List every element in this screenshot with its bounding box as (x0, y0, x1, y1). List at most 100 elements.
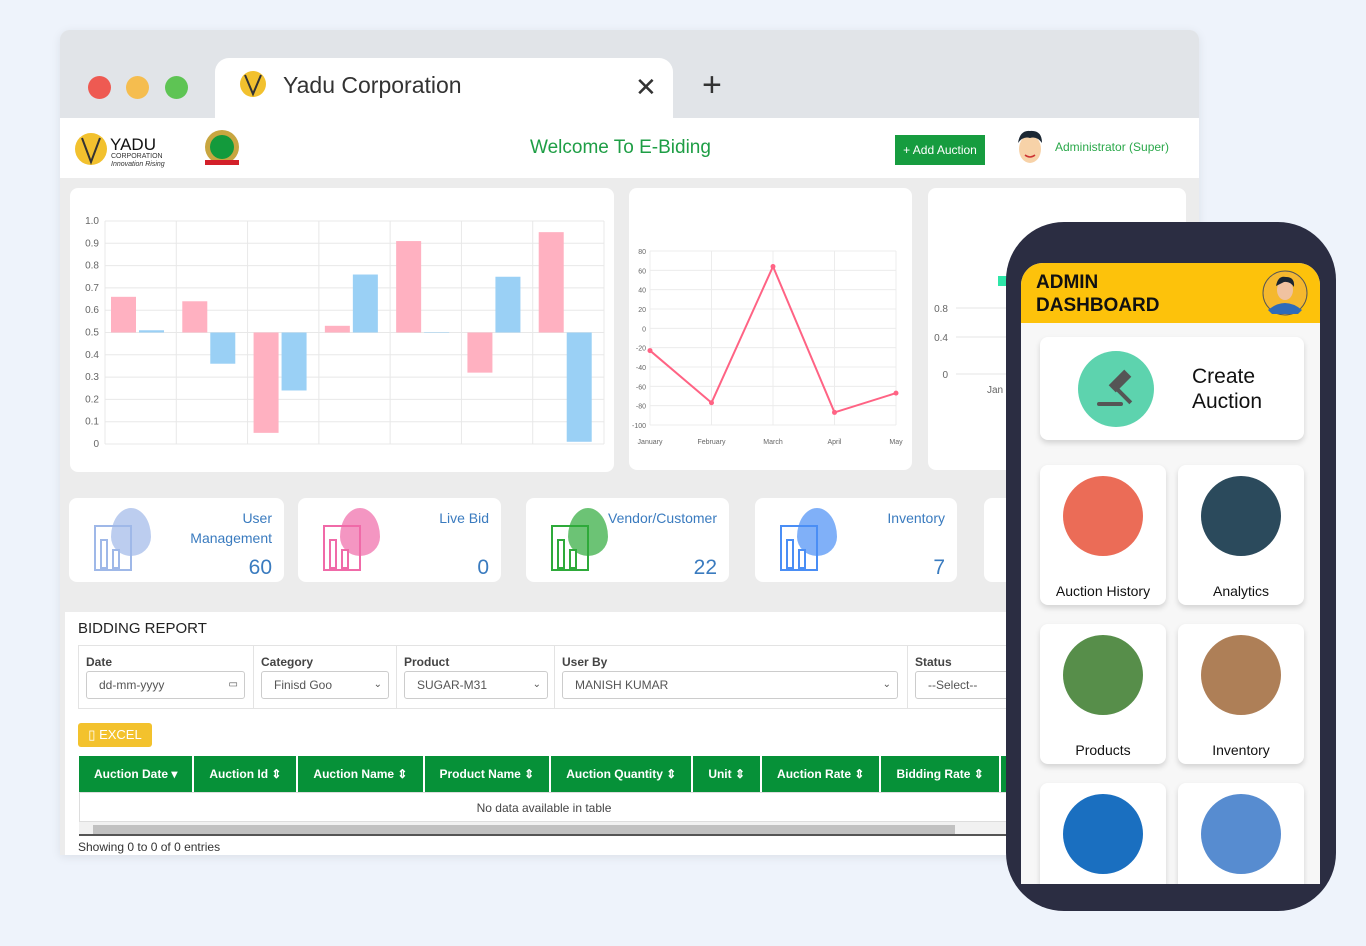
add-auction-button[interactable]: + Add Auction (895, 135, 985, 165)
tile-inventory[interactable]: Inventory (1178, 624, 1304, 764)
column-header[interactable]: Unit ⇕ (693, 756, 763, 792)
close-tab-icon[interactable]: ✕ (635, 72, 657, 102)
excel-export-button[interactable]: ▯ EXCEL (78, 723, 152, 747)
tile-3-icon (1201, 635, 1281, 715)
filter-label: User By (562, 655, 608, 669)
stat-card-inventory-network[interactable]: Inventory 7 (755, 498, 957, 582)
bar (352, 274, 378, 333)
bar (210, 332, 236, 364)
svg-text:YADU: YADU (110, 135, 156, 154)
phone-mockup: ADMIN DASHBOARD Create Auction Auction H… (1006, 222, 1336, 911)
category-select[interactable]: Finisd Goo ⌄ (261, 671, 389, 699)
tile-label: Inventory (1212, 742, 1270, 758)
column-header[interactable]: Auction Quantity ⇕ (551, 756, 694, 792)
tile-label: Products (1075, 742, 1131, 758)
y-tick-label: 20 (638, 307, 646, 314)
date-placeholder: dd-mm-yyyy (99, 678, 165, 692)
column-header[interactable]: Auction Id ⇕ (194, 756, 299, 792)
x-tick-label: May (889, 439, 903, 446)
yadu-logo[interactable]: YADU CORPORATION Innovation Rising (74, 130, 186, 168)
y-tick-label: 0.3 (85, 372, 99, 383)
line-chart: -100 -80 -60 -40 -20 0 20 40 60 80 January February… (632, 249, 903, 446)
status-filter: Status --Select-- (908, 646, 1025, 708)
legend-swatch (998, 276, 1008, 286)
vendor-stall-icon (551, 525, 589, 571)
category-filter: Category Finisd Goo ⌄ (254, 646, 397, 708)
y-tick-label: 0.8 (85, 261, 99, 272)
phone-screen: ADMIN DASHBOARD Create Auction Auction H… (1021, 263, 1320, 884)
stat-value: 60 (248, 556, 272, 579)
column-header[interactable]: Auction Rate ⇕ (762, 756, 882, 792)
svg-text:Innovation Rising: Innovation Rising (111, 161, 165, 168)
tile-5-icon (1201, 794, 1281, 874)
user-select[interactable]: MANISH KUMAR ⌄ (562, 671, 898, 699)
minimize-window-button[interactable] (126, 76, 149, 99)
calendar-icon[interactable]: ▭ (228, 679, 238, 690)
user-menu[interactable]: Administrator (Super) (1055, 140, 1170, 154)
stat-label: Vendor/Customer (608, 510, 717, 526)
bar (324, 325, 350, 333)
close-window-button[interactable] (88, 76, 111, 99)
tile-more[interactable] (1178, 783, 1304, 884)
y-tick-label: 1.0 (85, 216, 99, 227)
svg-text:CORPORATION: CORPORATION (111, 153, 163, 160)
bar (139, 330, 164, 333)
line-chart-card: -100 -80 -60 -40 -20 0 20 40 60 80 January February… (629, 188, 912, 470)
bar (111, 296, 136, 333)
create-auction-label: Create Auction (1192, 365, 1263, 413)
gavel-icon (1078, 351, 1154, 427)
y-tick-label: 0 (642, 326, 646, 333)
x-tick-label: Jan (987, 385, 1003, 396)
column-header[interactable]: Auction Date ▾ (79, 756, 195, 792)
report-title: BIDDING REPORT (78, 620, 207, 637)
x-tick-label: March (763, 439, 783, 446)
page-title: Welcome To E-Biding (530, 137, 711, 158)
y-tick-label: 60 (638, 268, 646, 275)
y-tick-label: 80 (638, 249, 646, 256)
chevron-down-icon: ⌄ (532, 679, 541, 690)
tile-more[interactable] (1040, 783, 1166, 884)
horizontal-scrollbar[interactable] (79, 822, 1009, 836)
new-tab-button[interactable]: + (702, 66, 722, 104)
y-tick-label: 0.9 (85, 238, 99, 249)
tile-products[interactable]: Products (1040, 624, 1166, 764)
date-input[interactable]: dd-mm-yyyy ▭ (86, 671, 245, 699)
y-tick-label: -60 (636, 384, 646, 391)
y-tick-label: 40 (638, 288, 646, 295)
bar (495, 276, 521, 333)
tile-analytics[interactable]: Analytics (1178, 465, 1304, 605)
create-auction-card[interactable]: Create Auction (1040, 337, 1304, 440)
browser-tab[interactable]: Yadu Corporation ✕ (215, 58, 673, 120)
maximize-window-button[interactable] (165, 76, 188, 99)
select-value: SUGAR-M31 (417, 678, 488, 692)
y-tick-label: -20 (636, 346, 646, 353)
select-value: Finisd Goo (274, 678, 333, 692)
data-point (832, 409, 837, 415)
avatar[interactable] (1015, 128, 1045, 168)
bar (281, 332, 307, 391)
y-tick-label: 0.7 (85, 283, 99, 294)
filter-label: Product (404, 655, 450, 669)
tile-auction-history[interactable]: Auction History (1040, 465, 1166, 605)
seal-logo (205, 130, 239, 165)
stat-card-user-management[interactable]: User Management 60 (69, 498, 284, 582)
tile-1-icon (1201, 476, 1281, 556)
column-header[interactable]: Bidding Rate ⇕ (881, 756, 1001, 792)
stat-label: Inventory (887, 510, 945, 526)
column-header[interactable]: Auction Name ⇕ (298, 756, 425, 792)
y-tick-label: 0.5 (85, 328, 99, 339)
chevron-down-icon: ⌄ (373, 679, 382, 690)
y-tick-label: 0.8 (934, 304, 948, 315)
stat-value: 0 (477, 556, 489, 579)
product-select[interactable]: SUGAR-M31 ⌄ (404, 671, 548, 699)
bar (467, 332, 493, 373)
stat-card-chart-growth[interactable]: Live Bid 0 (298, 498, 501, 582)
tile-label: Analytics (1212, 583, 1270, 599)
tile-2-icon (1063, 635, 1143, 715)
filter-label: Status (915, 655, 952, 669)
scrollbar-thumb[interactable] (93, 825, 955, 834)
column-header[interactable]: Product Name ⇕ (425, 756, 552, 792)
y-tick-label: 0.4 (85, 350, 99, 361)
stat-card-vendor-stall[interactable]: Vendor/Customer 22 (526, 498, 729, 582)
admin-avatar[interactable] (1262, 270, 1308, 316)
